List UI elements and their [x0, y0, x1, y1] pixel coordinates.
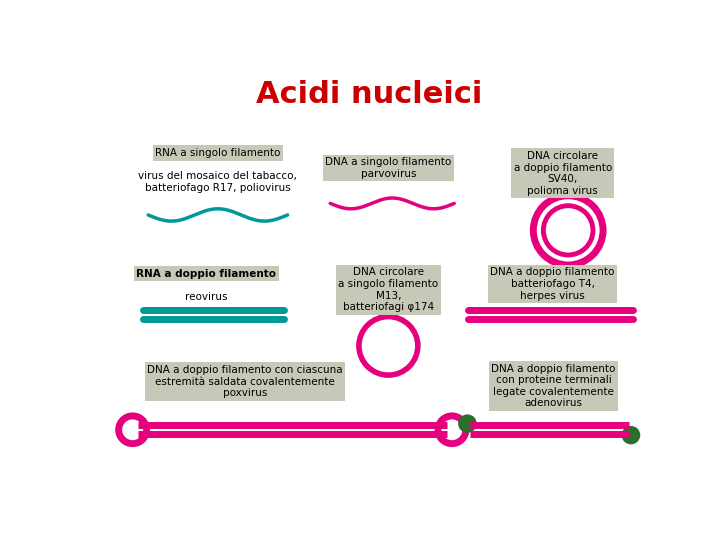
Text: DNA a doppio filamento
batteriofago T4,
herpes virus: DNA a doppio filamento batteriofago T4, … — [490, 267, 615, 300]
Text: DNA a doppio filamento con ciascuna
estremità saldata covalentemente
poxvirus: DNA a doppio filamento con ciascuna estr… — [147, 365, 343, 399]
Text: virus del mosaico del tabacco,
batteriofago R17, poliovirus: virus del mosaico del tabacco, batteriof… — [138, 171, 297, 193]
Text: DNA a singolo filamento
parvovirus: DNA a singolo filamento parvovirus — [325, 157, 451, 179]
Text: RNA a singolo filamento: RNA a singolo filamento — [156, 148, 281, 158]
Text: RNA a doppio filamento: RNA a doppio filamento — [136, 269, 276, 279]
Circle shape — [621, 426, 640, 444]
Text: reovirus: reovirus — [185, 292, 228, 302]
Text: DNA a doppio filamento
con proteine terminali
legate covalentemente
adenovirus: DNA a doppio filamento con proteine term… — [491, 363, 616, 408]
Text: DNA circolare
a doppio filamento
SV40,
polioma virus: DNA circolare a doppio filamento SV40, p… — [513, 151, 612, 196]
Text: DNA circolare
a singolo filamento
M13,
batteriofagi φ174: DNA circolare a singolo filamento M13, b… — [338, 267, 438, 312]
Circle shape — [458, 414, 477, 433]
Text: Acidi nucleici: Acidi nucleici — [256, 79, 482, 109]
